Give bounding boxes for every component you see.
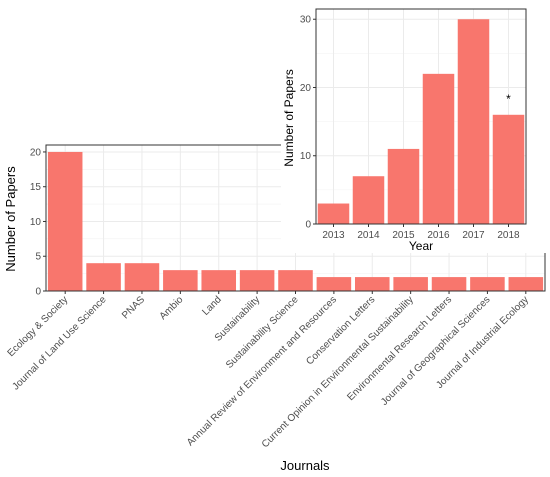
year-inset-bar-chart: 0 10 20 30 2013 2014 2015 2016 2017 2018 * Numbe… <box>281 0 550 253</box>
inset-x-tick-label-2017: 2017 <box>462 230 485 241</box>
main-x-tick-label-land: Land <box>200 294 224 318</box>
main-y-axis-label: Number of Papers <box>3 166 18 272</box>
inset-bar-2014 <box>352 176 385 224</box>
inset-x-tick-label-2014: 2014 <box>357 230 380 241</box>
inset-bar-2017 <box>457 19 490 224</box>
main-y-tick-label: 20 <box>30 147 42 158</box>
inset-y-tick-label: 20 <box>300 83 312 94</box>
main-bar-ecology-society <box>47 151 83 291</box>
main-x-axis-label: Journals <box>280 458 330 473</box>
main-bar-environmental-research-letters <box>431 277 467 291</box>
main-y-tick-label: 0 <box>35 287 41 298</box>
main-x-tick-label-ambio: Ambio <box>158 294 186 322</box>
main-x-tick-label-sustainability-science: Sustainability Science <box>224 294 301 371</box>
inset-x-tick-label-2013: 2013 <box>322 230 345 241</box>
inset-x-axis-label: Year <box>409 239 433 253</box>
main-bar-sustainability <box>239 270 275 291</box>
main-bar-sustainability-science <box>278 270 313 291</box>
main-bar-conservation-letters <box>354 277 390 291</box>
inset-x-tick-label-2015: 2015 <box>392 230 415 241</box>
inset-bar-2013 <box>317 203 350 224</box>
main-y-ticks: 0 5 10 15 20 <box>30 147 46 298</box>
main-bar-journal-of-land-use-science <box>86 263 121 291</box>
inset-y-ticks: 0 10 20 30 <box>300 15 316 231</box>
main-x-tick-label-pnas: PNAS <box>120 294 147 321</box>
inset-y-tick-label: 30 <box>300 15 312 26</box>
main-y-tick-label: 5 <box>35 252 41 263</box>
inset-x-tick-label-2016: 2016 <box>427 230 450 241</box>
inset-y-tick-label: 0 <box>305 220 311 231</box>
inset-x-ticks: 2013 2014 2015 2016 2017 2018 <box>322 224 520 241</box>
main-bar-land <box>201 270 237 291</box>
main-bar-journal-of-geographical-sciences <box>470 277 505 291</box>
inset-x-tick-label-2018: 2018 <box>497 230 520 241</box>
main-bar-annual-review-of-environment-and-resources <box>316 277 352 291</box>
inset-y-axis-label: Number of Papers <box>282 69 296 166</box>
inset-bar-2018 <box>492 114 525 224</box>
inset-y-tick-label: 10 <box>300 151 312 162</box>
inset-bar-2016 <box>422 73 455 224</box>
main-bar-current-opinion-in-environmental-sustainability <box>393 277 428 291</box>
inset-bar-2015 <box>387 148 420 224</box>
main-x-tick-label-conservation-letters: Conservation Letters <box>304 294 377 367</box>
main-bar-ambio <box>163 270 198 291</box>
main-bars <box>47 151 544 291</box>
main-bar-journal-of-industrial-ecology <box>508 277 544 291</box>
main-bar-pnas <box>124 263 160 291</box>
inset-bars <box>317 19 525 224</box>
main-y-tick-label: 15 <box>30 182 42 193</box>
main-y-tick-label: 10 <box>30 217 42 228</box>
inset-plot-border <box>315 8 527 225</box>
inset-annotation-2018: * <box>506 92 511 106</box>
